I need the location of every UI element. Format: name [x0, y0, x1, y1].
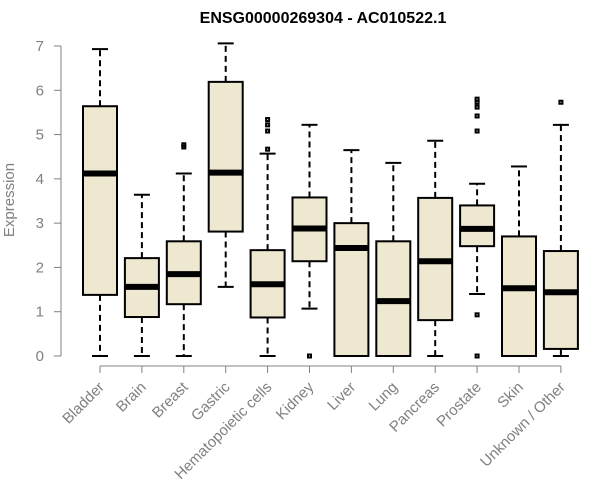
outlier-point — [474, 128, 480, 134]
outlier-point — [558, 99, 564, 105]
box-group-bladder — [82, 48, 118, 357]
y-tick-label: 6 — [36, 82, 44, 99]
x-tick-label: Skin — [494, 379, 527, 412]
chart-title: ENSG00000269304 - AC010522.1 — [200, 10, 447, 27]
y-axis-title: Expression — [1, 163, 18, 237]
outlier-point — [181, 142, 187, 148]
plot-area — [82, 42, 579, 359]
x-tick-label: Kidney — [273, 378, 318, 423]
x-tick-label: Breast — [149, 378, 192, 421]
x-tick-label: Prostate — [433, 379, 485, 431]
box-iqr — [542, 250, 579, 350]
outlier-point — [265, 128, 271, 134]
box-group-lung — [375, 161, 412, 357]
outlier-point — [265, 146, 271, 152]
outlier-point — [474, 113, 480, 119]
box-iqr — [82, 105, 118, 296]
x-tick-label: Liver — [324, 379, 359, 414]
box-group-unknown-other — [542, 99, 579, 357]
box-group-hematopoietic-cells — [249, 117, 286, 357]
y-tick-label: 0 — [36, 348, 44, 365]
box-group-skin — [501, 165, 537, 357]
box-iqr — [501, 235, 537, 357]
box-group-prostate — [459, 96, 496, 359]
box-group-kidney — [291, 123, 328, 359]
box-group-liver — [333, 149, 370, 357]
y-axis: 0 1 2 3 4 5 6 7 — [36, 38, 62, 365]
y-tick-label: 2 — [36, 259, 44, 276]
y-tick-label: 1 — [36, 304, 44, 321]
box-group-gastric — [207, 42, 244, 288]
outlier-point — [474, 353, 480, 359]
outlier-point — [474, 96, 480, 102]
x-tick-label: Lung — [366, 379, 402, 415]
box-group-pancreas — [417, 139, 454, 357]
box-iqr — [333, 222, 370, 357]
x-tick-label: Brain — [113, 379, 150, 416]
y-tick-label: 4 — [36, 171, 44, 188]
y-tick-label: 5 — [36, 127, 44, 144]
outlier-point — [474, 312, 480, 318]
outlier-point — [474, 104, 480, 110]
x-tick-label: Bladder — [59, 379, 108, 428]
y-tick-label: 7 — [36, 38, 44, 55]
outlier-point — [307, 353, 312, 359]
outlier-point — [265, 117, 271, 123]
box-iqr — [459, 204, 496, 248]
box-group-breast — [165, 142, 202, 357]
box-iqr — [207, 80, 244, 233]
y-tick-label: 3 — [36, 215, 44, 232]
outlier-point — [265, 122, 271, 128]
box-group-brain — [123, 193, 160, 357]
